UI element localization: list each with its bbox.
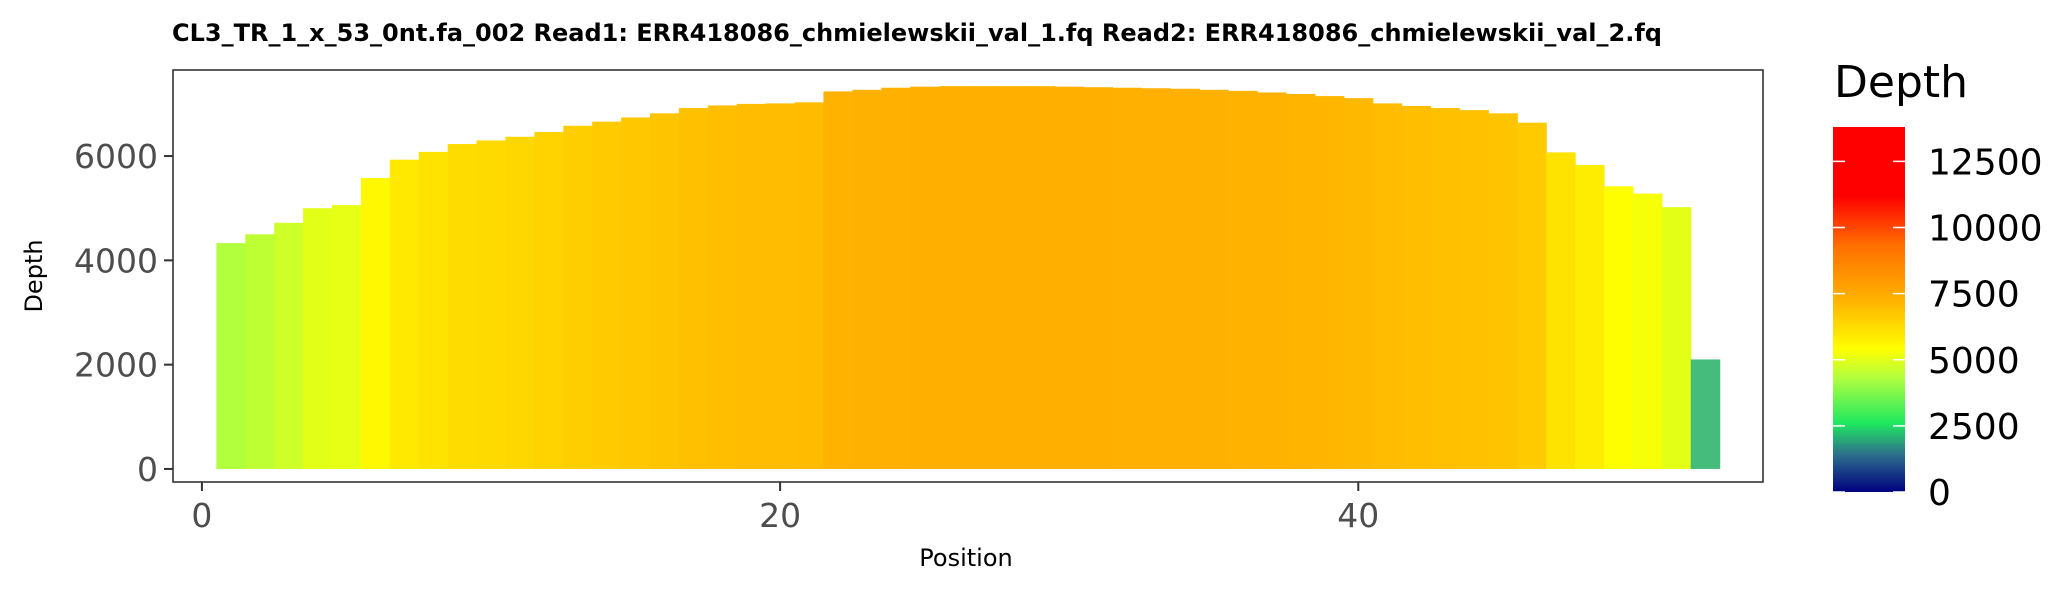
bar	[1488, 113, 1518, 469]
chart-title: CL3_TR_1_x_53_0nt.fa_002 Read1: ERR41808…	[172, 19, 1662, 47]
bar	[650, 113, 680, 469]
bar	[418, 151, 449, 469]
y-tick-label: 0	[137, 450, 158, 489]
bar	[996, 86, 1027, 469]
bar	[1025, 86, 1056, 469]
bar	[1575, 164, 1605, 469]
bar	[1141, 88, 1171, 469]
bar	[765, 103, 796, 469]
colorbar-label: 2500	[1928, 407, 2020, 448]
bar	[1314, 96, 1345, 469]
bar	[274, 222, 304, 469]
bar	[1170, 88, 1200, 469]
bar	[592, 121, 622, 469]
bar	[1228, 90, 1258, 469]
bar	[1054, 86, 1085, 469]
bar	[447, 144, 478, 469]
colorbar-legend: Depth 0 2500 5000 7500 10000 12500	[1833, 57, 2043, 514]
bar	[505, 136, 535, 469]
colorbar-label: 7500	[1928, 275, 2020, 316]
y-tick-label: 6000	[74, 137, 158, 176]
colorbar-label: 10000	[1928, 209, 2043, 250]
bar	[1083, 87, 1114, 469]
bar	[216, 243, 246, 469]
bar	[1199, 89, 1229, 469]
colorbar	[1833, 127, 1905, 492]
legend-title: Depth	[1834, 57, 1968, 108]
bar	[881, 87, 911, 469]
panel-border	[172, 69, 1764, 483]
bar	[678, 108, 709, 469]
colorbar-label: 12500	[1928, 142, 2043, 183]
bar	[1430, 108, 1461, 469]
axes: 0 2000 4000 6000 0 20 40	[74, 69, 1764, 535]
bar	[303, 208, 333, 469]
bar	[1112, 87, 1143, 469]
bar	[1517, 122, 1547, 469]
bar	[476, 140, 507, 469]
x-tick-label: 0	[191, 496, 212, 535]
bar	[332, 205, 362, 469]
bar	[1661, 207, 1692, 469]
bar	[245, 234, 275, 469]
x-axis-title: Position	[919, 544, 1012, 572]
colorbar-label: 0	[1928, 473, 1951, 514]
bar	[621, 117, 651, 469]
bar	[389, 159, 420, 469]
bar	[1372, 103, 1403, 469]
bar	[563, 125, 593, 469]
bar	[1690, 359, 1721, 469]
y-axis-title: Depth	[20, 239, 48, 312]
bar	[939, 86, 969, 469]
bar	[1257, 92, 1287, 469]
bar	[823, 91, 853, 469]
bar	[1459, 110, 1489, 469]
bar	[534, 132, 564, 469]
x-tick-label: 20	[759, 496, 801, 535]
bar	[1343, 98, 1374, 469]
bars	[216, 86, 1721, 469]
bar	[1632, 193, 1663, 469]
x-tick-label: 40	[1337, 496, 1379, 535]
y-tick-label: 4000	[74, 241, 158, 280]
bar	[1546, 152, 1576, 469]
bar	[968, 86, 998, 469]
bar	[1401, 105, 1432, 469]
bar	[910, 86, 940, 469]
colorbar-label: 5000	[1928, 341, 2020, 382]
bar	[852, 89, 882, 469]
bar	[736, 103, 767, 469]
bar	[1286, 93, 1316, 469]
y-tick-label: 2000	[74, 346, 158, 385]
bar	[360, 177, 391, 469]
bar	[1604, 186, 1634, 469]
bar	[794, 102, 825, 469]
bar	[707, 105, 738, 469]
